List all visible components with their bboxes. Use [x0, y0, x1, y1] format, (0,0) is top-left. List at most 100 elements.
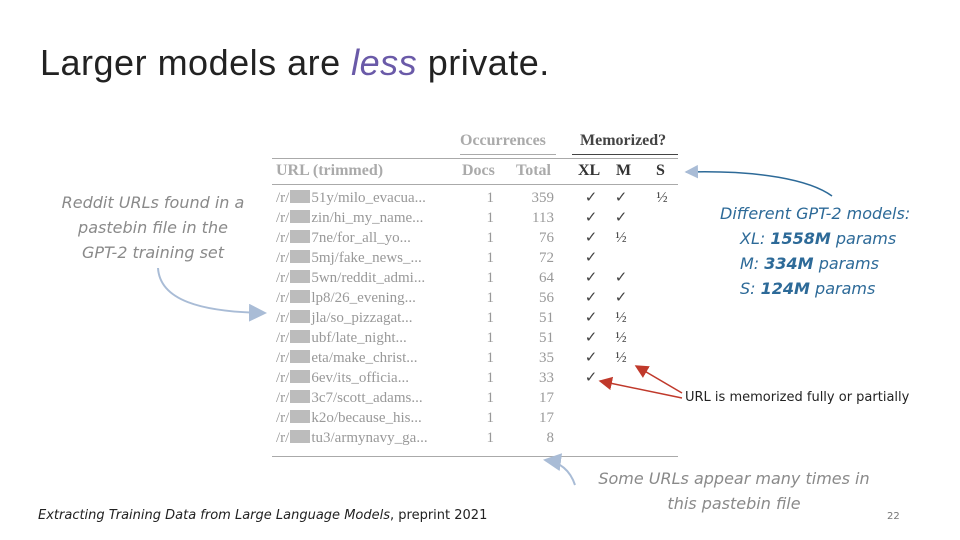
table-row: /r/7ne/for_all_yo... 1 76 ✓ ½ [270, 228, 680, 248]
redaction-bar [290, 410, 311, 423]
citation-rest: , preprint 2021 [390, 508, 488, 523]
table-row: /r/3c7/scott_adams... 1 17 [270, 388, 680, 408]
url-cell: /r/zin/hi_my_name... [276, 208, 423, 228]
table-row: /r/5mj/fake_news_... 1 72 ✓ [270, 248, 680, 268]
docs-cell: 1 [486, 410, 495, 426]
url-cell: /r/5mj/fake_news_... [276, 248, 422, 268]
url-prefix: /r/ [276, 230, 290, 246]
xl-memorized-cell: ✓ [584, 190, 598, 206]
m-memorized-cell: ½ [615, 230, 627, 246]
gpt2-xl-unit: params [830, 229, 897, 248]
docs-cell: 1 [486, 310, 495, 326]
gpt2-s-label: S: [740, 279, 761, 298]
gpt2-arrow [684, 164, 833, 197]
table-row: /r/5wn/reddit_admi... 1 64 ✓ ✓ [270, 268, 680, 288]
url-prefix: /r/ [276, 410, 290, 426]
title-start: Larger models are [40, 42, 352, 83]
url-cell: /r/5wn/reddit_admi... [276, 268, 425, 288]
url-cell: /r/eta/make_christ... [276, 348, 418, 368]
docs-cell: 1 [486, 350, 495, 366]
occurrences-group-header: Occurrences [460, 132, 546, 149]
table-row: /r/zin/hi_my_name... 1 113 ✓ ✓ [270, 208, 680, 228]
xl-memorized-cell: ✓ [584, 330, 598, 346]
bottom-rule [272, 456, 678, 457]
table-row: /r/tu3/armynavy_ga... 1 8 [270, 428, 680, 448]
docs-cell: 1 [486, 430, 495, 446]
reddit-urls-annotation: Reddit URLs found in a pastebin file in … [61, 193, 245, 262]
url-cell: /r/lp8/26_evening... [276, 288, 416, 308]
url-text: ubf/late_night... [311, 330, 407, 346]
gpt2-m-value: 334M [764, 254, 814, 273]
redaction-bar [290, 350, 311, 363]
url-cell: /r/3c7/scott_adams... [276, 388, 423, 408]
url-text: 51y/milo_evacua... [311, 190, 426, 206]
url-cell: /r/ubf/late_night... [276, 328, 407, 348]
total-cell: 76 [539, 230, 554, 246]
docs-cell: 1 [486, 230, 495, 246]
col-header-m: M [616, 162, 632, 179]
table-row: /r/51y/milo_evacua... 1 359 ✓ ✓ ½ [270, 188, 680, 208]
url-cell: /r/jla/so_pizzagat... [276, 308, 413, 328]
total-cell: 359 [531, 190, 555, 206]
occurrences-rule [460, 154, 556, 155]
url-prefix: /r/ [276, 310, 290, 326]
xl-memorized-cell: ✓ [584, 370, 598, 386]
memorized-group-header: Memorized? [580, 132, 667, 149]
table-row: /r/eta/make_christ... 1 35 ✓ ½ [270, 348, 680, 368]
docs-cell: 1 [486, 370, 495, 386]
url-prefix: /r/ [276, 330, 290, 346]
memorized-arrow-1 [634, 365, 683, 394]
total-cell: 113 [532, 210, 554, 226]
gpt2-m-label: M: [740, 254, 765, 273]
col-header-xl: XL [578, 162, 601, 179]
col-header-s: S [656, 162, 665, 179]
docs-cell: 1 [486, 290, 495, 306]
redaction-bar [290, 270, 311, 283]
url-text: eta/make_christ... [311, 350, 418, 366]
col-header-url: URL (trimmed) [276, 162, 384, 179]
url-text: 3c7/scott_adams... [311, 390, 423, 406]
m-memorized-cell: ✓ [614, 210, 628, 226]
redaction-bar [290, 250, 311, 263]
url-cell: /r/51y/milo_evacua... [276, 188, 426, 208]
table-row: /r/6ev/its_officia... 1 33 ✓ [270, 368, 680, 388]
redaction-bar [290, 190, 311, 203]
url-prefix: /r/ [276, 250, 290, 266]
m-memorized-cell: ½ [615, 350, 627, 366]
top-rule [272, 158, 678, 159]
url-prefix: /r/ [276, 290, 290, 306]
url-prefix: /r/ [276, 430, 290, 446]
table-row: /r/jla/so_pizzagat... 1 51 ✓ ½ [270, 308, 680, 328]
table-row: /r/ubf/late_night... 1 51 ✓ ½ [270, 328, 680, 348]
total-cell: 64 [539, 270, 554, 286]
total-cell: 17 [539, 390, 554, 406]
redaction-bar [290, 390, 311, 403]
some-urls-arrow [543, 453, 576, 486]
redaction-bar [290, 330, 311, 343]
reddit-arrow [157, 267, 267, 322]
docs-cell: 1 [486, 250, 495, 266]
redaction-bar [290, 310, 311, 323]
url-prefix: /r/ [276, 210, 290, 226]
gpt2-xl-value: 1558M [770, 229, 831, 248]
redaction-bar [290, 290, 311, 303]
slide-number: 22 [887, 511, 900, 522]
url-prefix: /r/ [276, 190, 290, 206]
memorized-annotation: URL is memorized fully or partially [685, 390, 910, 405]
url-text: 5mj/fake_news_... [311, 250, 422, 266]
url-prefix: /r/ [276, 390, 290, 406]
gpt2-m-line: M: 334M params [720, 251, 935, 276]
url-cell: /r/6ev/its_officia... [276, 368, 409, 388]
url-text: 5wn/reddit_admi... [311, 270, 426, 286]
total-cell: 17 [539, 410, 554, 426]
m-memorized-cell: ½ [615, 310, 627, 326]
url-text: lp8/26_evening... [311, 290, 416, 306]
xl-memorized-cell: ✓ [584, 350, 598, 366]
some-urls-annotation: Some URLs appear many times in this past… [598, 469, 870, 513]
m-memorized-cell: ✓ [614, 190, 628, 206]
gpt2-xl-line: XL: 1558M params [720, 226, 935, 251]
gpt2-s-line: S: 124M params [720, 276, 935, 301]
col-header-docs: Docs [462, 162, 495, 179]
gpt2-s-unit: params [809, 279, 876, 298]
